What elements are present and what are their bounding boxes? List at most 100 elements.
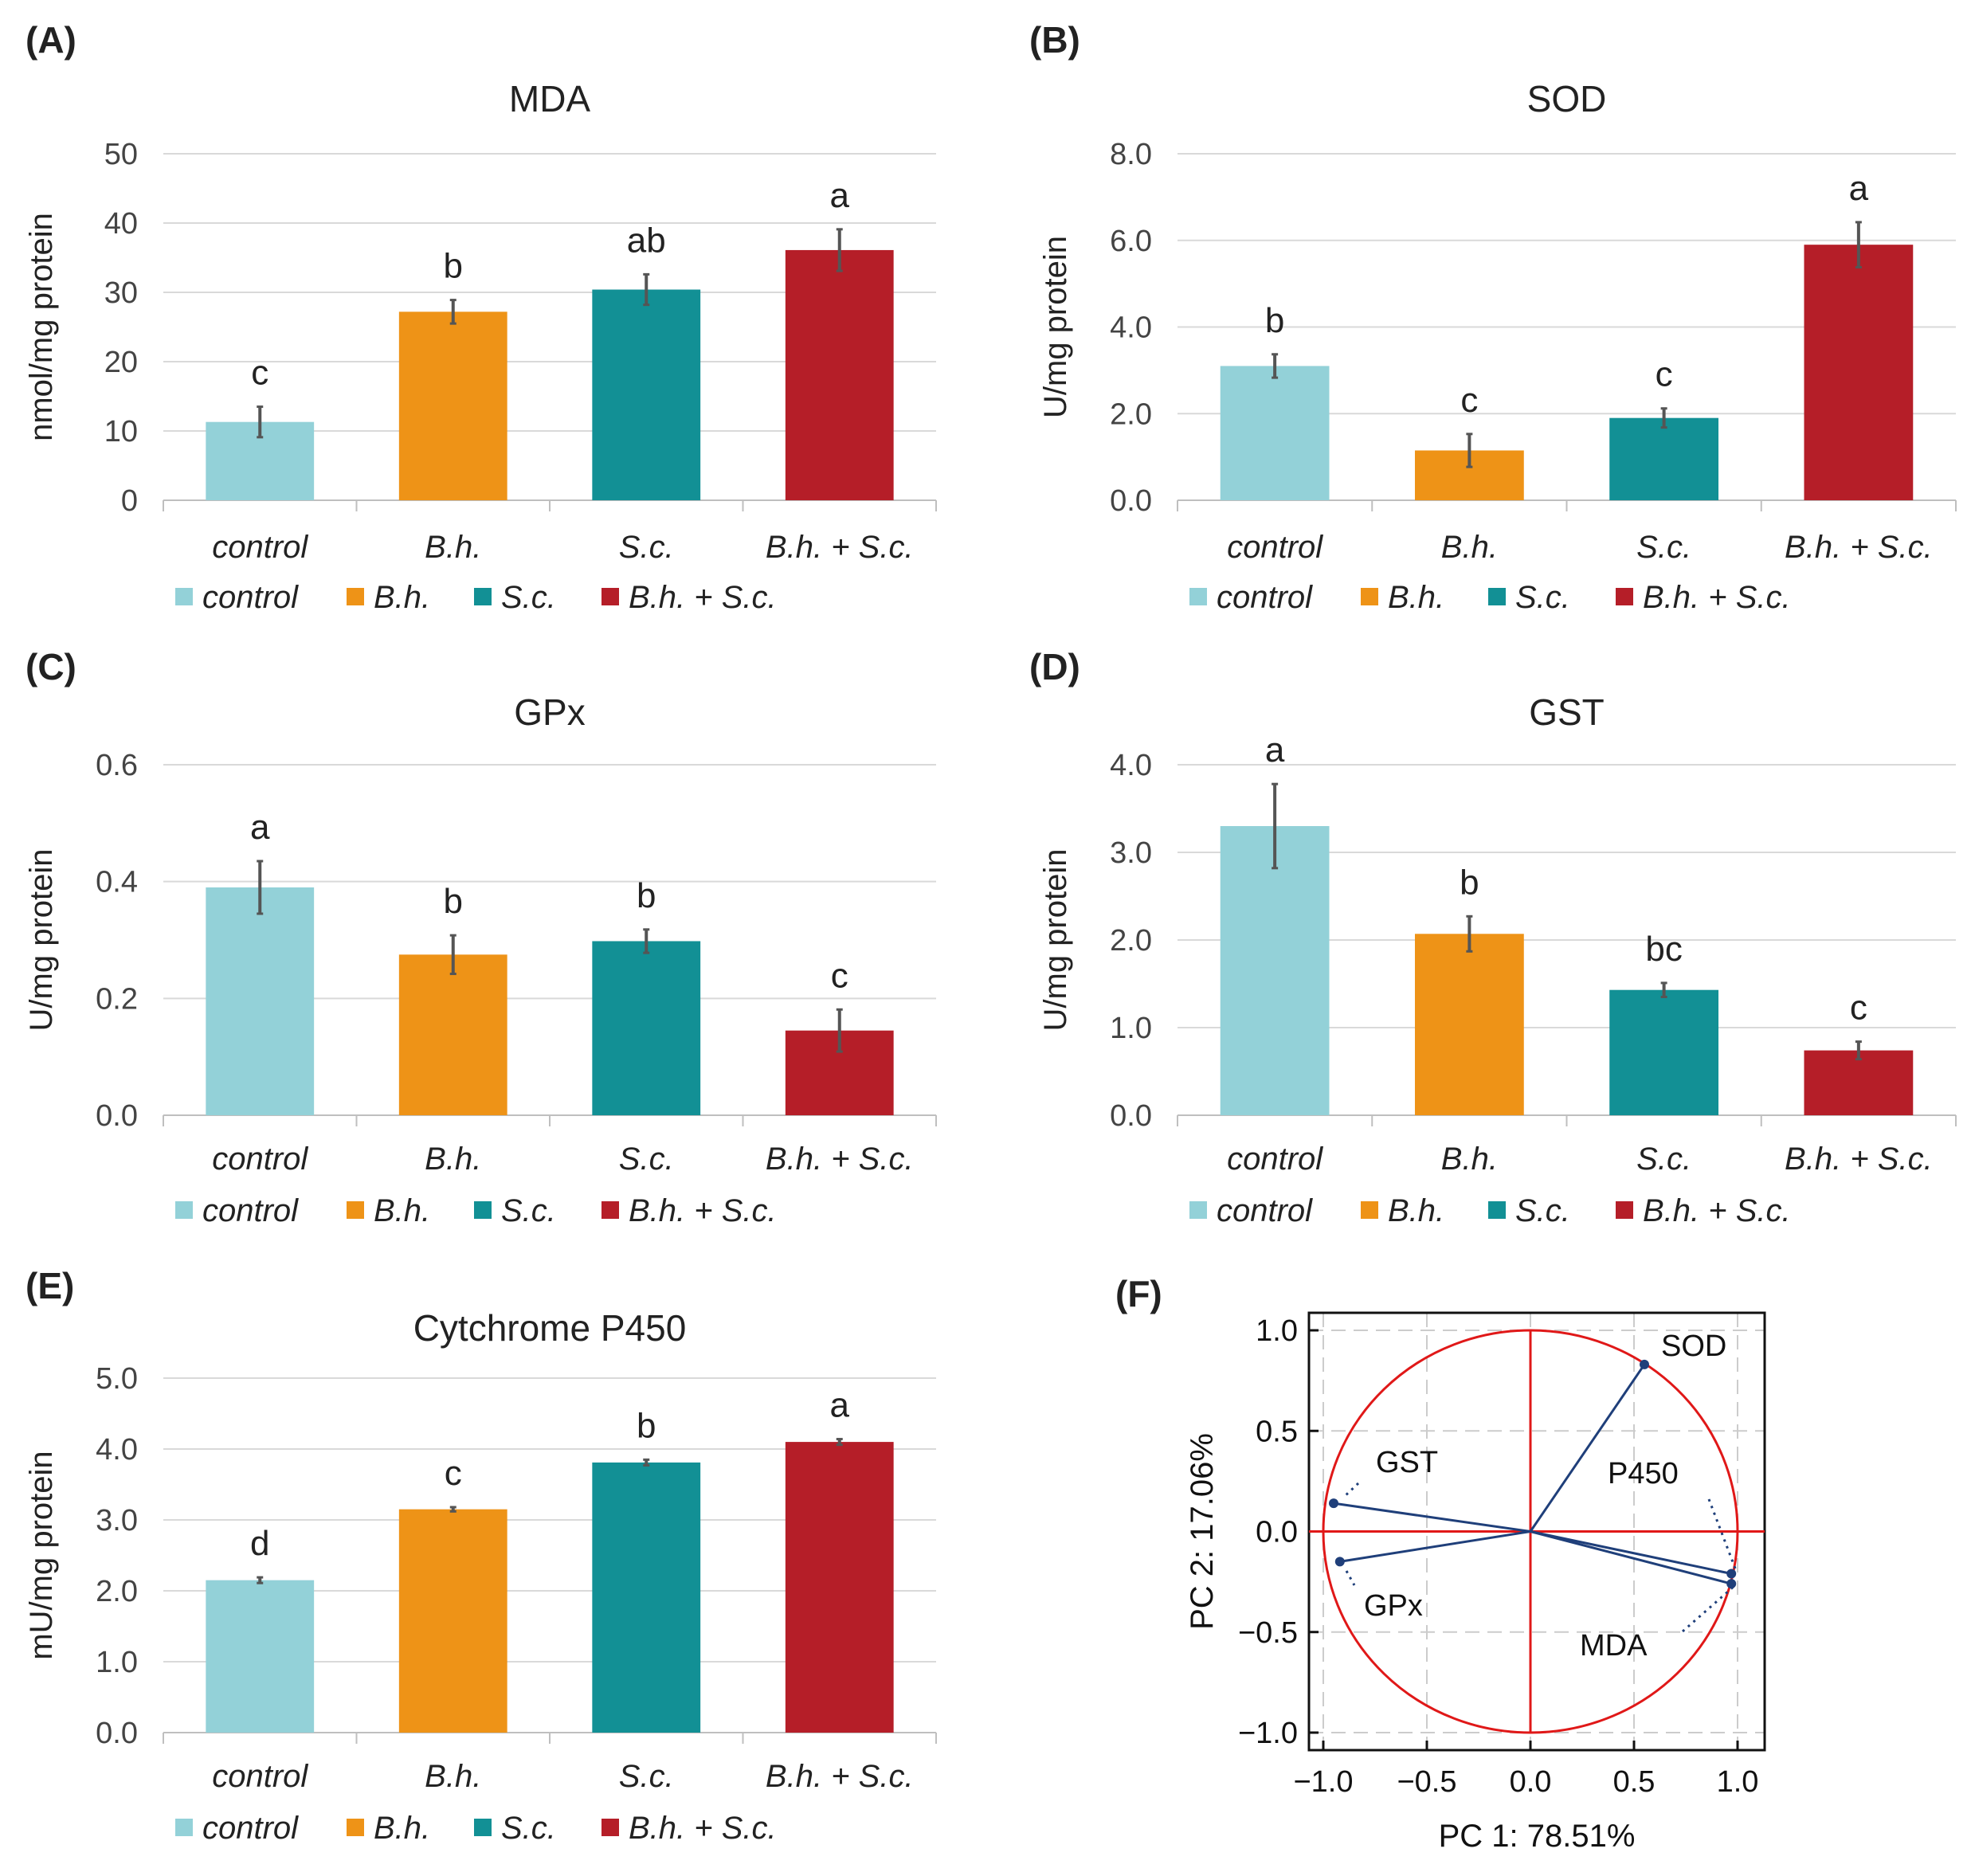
legend-swatch: [1488, 588, 1506, 605]
legend-label: control: [202, 1811, 299, 1846]
x-tick-label: −1.0: [1293, 1765, 1353, 1799]
panel-label: (D): [1029, 646, 1080, 687]
significance-letter: bc: [1645, 930, 1682, 969]
loading-vector: [1339, 1530, 1531, 1563]
category-label: control: [212, 1759, 308, 1794]
panel-d: (D) GST 0.0 1.0 2.0 3.0 4.0 U/mg protein a contro…: [1029, 646, 1957, 1228]
significance-letter: c: [251, 354, 268, 393]
legend-swatch: [347, 1819, 364, 1836]
legend-swatch: [1361, 1201, 1378, 1219]
bar-4: [785, 249, 894, 500]
y-tick-label: 5.0: [96, 1362, 138, 1396]
loading-point: [1726, 1569, 1737, 1579]
bar-2: [1414, 934, 1524, 1115]
y-tick-label: 8.0: [1110, 138, 1152, 171]
legend-swatch: [175, 1201, 193, 1219]
legend-label: S.c.: [501, 580, 556, 615]
bar-4: [1804, 245, 1914, 500]
y-tick-label: 0.0: [1256, 1516, 1298, 1549]
category-label: S.c.: [619, 1142, 674, 1177]
y-tick-label: −0.5: [1238, 1616, 1298, 1650]
legend-swatch: [347, 588, 364, 605]
x-tick-label: 0.0: [1510, 1765, 1552, 1799]
category-label: control: [212, 530, 308, 565]
panel-label: (F): [1115, 1273, 1162, 1314]
category-label: S.c.: [1636, 530, 1691, 565]
legend-label: B.h.: [374, 1193, 430, 1228]
significance-letter: a: [1849, 169, 1869, 208]
loading-point: [1726, 1579, 1737, 1589]
category-label: B.h.: [425, 1142, 481, 1177]
y-axis-title: PC 2: 17.06%: [1185, 1433, 1220, 1630]
significance-letter: c: [1850, 989, 1867, 1028]
legend-label: S.c.: [1515, 580, 1570, 615]
y-tick-label: 4.0: [1110, 749, 1152, 782]
y-tick-label: 6.0: [1110, 225, 1152, 258]
loading-label: MDA: [1580, 1629, 1648, 1663]
panel-label: (B): [1029, 19, 1080, 61]
category-label: B.h. + S.c.: [766, 1759, 914, 1794]
y-tick-label: −1.0: [1238, 1717, 1298, 1750]
bar-3: [1609, 417, 1719, 500]
legend-label: B.h. + S.c.: [629, 580, 777, 615]
bar-4: [785, 1442, 894, 1733]
significance-letter: a: [830, 1386, 850, 1425]
y-axis-label: mU/mg protein: [24, 1451, 59, 1659]
legend-label: S.c.: [1515, 1193, 1570, 1228]
bar-4: [1804, 1050, 1914, 1115]
y-tick-label: 20: [104, 346, 138, 379]
panel-a: (A) MDA 0 10 20 30 40 50 nmol/mg protein c control…: [24, 19, 937, 615]
panel-f: (F) −1.0 −1.0 −0.5 −0.5 0.0 0.0 0.5 0.5 1.0 1.0 PC …: [1115, 1273, 1766, 1854]
significance-letter: c: [445, 1454, 462, 1493]
chart-title: GST: [1529, 691, 1605, 733]
legend-swatch: [1488, 1201, 1506, 1219]
category-label: S.c.: [619, 530, 674, 565]
significance-letter: b: [444, 247, 463, 286]
y-axis-label: U/mg protein: [1038, 849, 1073, 1032]
y-tick-label: 50: [104, 138, 138, 171]
loading-label: P450: [1608, 1457, 1679, 1490]
significance-letter: a: [250, 808, 270, 847]
legend-label: B.h. + S.c.: [629, 1193, 777, 1228]
loading-vector: [1530, 1530, 1732, 1585]
x-axis-title: PC 1: 78.51%: [1439, 1819, 1636, 1854]
legend-label: S.c.: [501, 1193, 556, 1228]
y-tick-label: 2.0: [1110, 924, 1152, 958]
panel-label: (A): [25, 19, 76, 61]
legend-label: B.h.: [374, 1811, 430, 1846]
legend-label: control: [202, 580, 299, 615]
category-label: control: [212, 1142, 308, 1177]
y-tick-label: 0.0: [96, 1099, 138, 1133]
x-tick-label: −0.5: [1397, 1765, 1456, 1799]
bar-3: [592, 289, 701, 500]
panel-label: (E): [25, 1265, 74, 1306]
y-tick-label: 4.0: [1110, 311, 1152, 345]
category-label: control: [1227, 1142, 1323, 1177]
bar-1: [206, 1580, 315, 1733]
y-tick-label: 2.0: [1110, 398, 1152, 431]
y-axis-label: U/mg protein: [1038, 236, 1073, 418]
legend-label: B.h.: [374, 580, 430, 615]
bar-1: [206, 887, 315, 1115]
loading-point: [1640, 1359, 1649, 1369]
legend-swatch: [175, 1819, 193, 1836]
y-tick-label: 0.2: [96, 982, 138, 1016]
y-tick-label: 1.0: [96, 1646, 138, 1679]
bar-3: [592, 1462, 701, 1733]
legend-swatch: [1616, 1201, 1633, 1219]
y-tick-label: 0.0: [1110, 1099, 1152, 1133]
legend-label: B.h.: [1388, 1193, 1444, 1228]
legend-swatch: [474, 1201, 492, 1219]
y-tick-label: 3.0: [1110, 836, 1152, 870]
legend-label: control: [1217, 1193, 1313, 1228]
legend-label: B.h.: [1388, 580, 1444, 615]
significance-letter: d: [250, 1524, 269, 1563]
loading-point: [1329, 1498, 1338, 1509]
y-tick-label: 1.0: [1110, 1012, 1152, 1045]
category-label: S.c.: [619, 1759, 674, 1794]
bar-1: [1220, 366, 1330, 500]
category-label: B.h. + S.c.: [1785, 530, 1933, 565]
legend-swatch: [474, 1819, 492, 1836]
chart-title: Cytchrome P450: [413, 1307, 687, 1349]
